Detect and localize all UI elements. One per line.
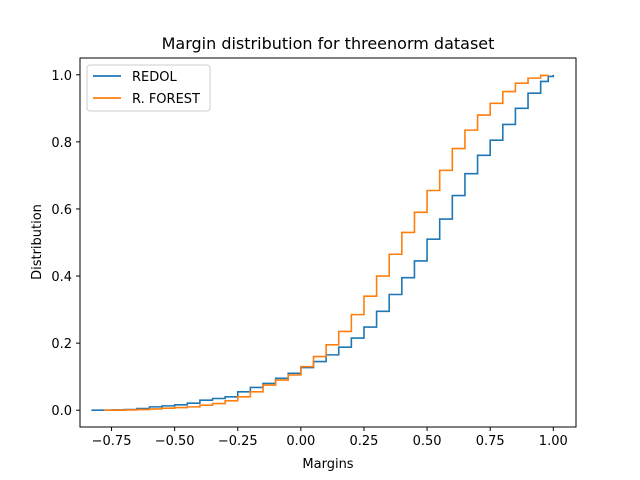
y-axis-ticks: 0.0 0.2 0.4 0.6 0.8 1.0 — [51, 69, 80, 419]
x-tick-label: 0.75 — [476, 434, 505, 449]
x-tick-label: −0.75 — [92, 434, 132, 449]
y-tick-label: 1.0 — [51, 69, 72, 84]
y-tick-label: 0.8 — [51, 136, 72, 151]
legend-label: REDOL — [132, 70, 177, 85]
legend-label: R. FOREST — [132, 92, 200, 107]
y-tick-label: 0.0 — [51, 404, 72, 419]
legend: REDOL R. FOREST — [86, 64, 211, 112]
x-tick-label: 0.50 — [413, 434, 442, 449]
chart-title: Margin distribution for threenorm datase… — [162, 34, 495, 53]
series-lines — [91, 74, 555, 412]
x-axis-ticks: −0.75 −0.50 −0.25 0.00 0.25 0.50 0.75 1.00 — [92, 427, 568, 449]
y-tick-label: 0.6 — [51, 203, 72, 218]
y-tick-label: 0.4 — [51, 270, 72, 285]
x-axis-label: Margins — [302, 457, 353, 472]
y-axis-label: Distribution — [30, 204, 45, 280]
plot-area — [79, 57, 577, 428]
x-tick-label: −0.50 — [155, 434, 195, 449]
series-line-r-forest — [103, 74, 550, 412]
x-tick-label: 1.00 — [539, 434, 568, 449]
series-line-redol — [91, 74, 555, 412]
x-tick-label: 0.00 — [286, 434, 315, 449]
x-tick-label: 0.25 — [349, 434, 378, 449]
x-tick-label: −0.25 — [218, 434, 258, 449]
plot-frame — [79, 57, 577, 428]
y-tick-label: 0.2 — [51, 337, 72, 352]
